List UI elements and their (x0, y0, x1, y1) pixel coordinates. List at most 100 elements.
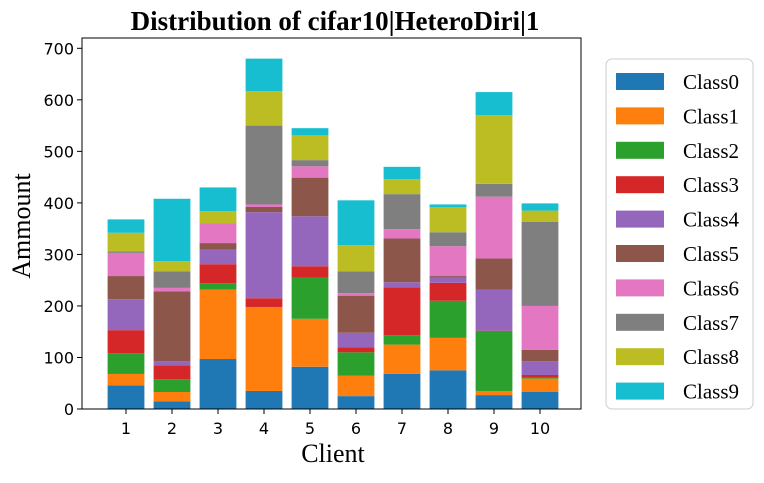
bar-segment-class1-client-3 (199, 289, 237, 360)
x-tick-label: 4 (259, 419, 269, 438)
legend-swatch (616, 141, 664, 159)
bar-segment-class4-client-10 (521, 361, 559, 375)
bar-segment-class6-client-9 (475, 196, 513, 259)
bar-segment-class3-client-6 (337, 347, 375, 353)
series-class4 (107, 212, 559, 375)
bar-segment-class9-client-9 (475, 92, 513, 116)
x-tick-label: 2 (167, 419, 177, 438)
chart-title: Distribution of cifar10|HeteroDiri|1 (131, 6, 540, 36)
x-axis-label: Client (301, 439, 365, 468)
legend-label: Class3 (683, 173, 739, 197)
legend-label: Class4 (683, 208, 740, 232)
bar-segment-class7-client-1 (107, 251, 145, 253)
bar-segment-class1-client-9 (475, 390, 513, 396)
bar-segment-class7-client-8 (429, 232, 467, 247)
bar-segment-class4-client-9 (475, 289, 513, 331)
legend-label: Class7 (683, 311, 739, 335)
x-tick-label: 10 (530, 419, 550, 438)
series-class3 (107, 264, 559, 380)
bar-segment-class0-client-4 (245, 390, 283, 409)
legend-label: Class1 (683, 104, 739, 128)
bar-segment-class9-client-2 (153, 198, 191, 262)
bar-segment-class8-client-1 (107, 232, 145, 252)
series-class7 (107, 125, 559, 306)
bar-segment-class2-client-7 (383, 335, 421, 345)
legend-swatch (616, 176, 664, 194)
legend-label: Class6 (683, 276, 739, 300)
bar-segment-class8-client-9 (475, 115, 513, 184)
bar-segment-class5-client-9 (475, 258, 513, 290)
bar-segment-class0-client-9 (475, 395, 513, 409)
legend-item-class4: Class4 (616, 208, 740, 232)
legend-label: Class8 (683, 345, 739, 369)
bar-segment-class4-client-6 (337, 332, 375, 348)
y-tick-label: 300 (43, 245, 74, 264)
bar-segment-class8-client-10 (521, 210, 559, 222)
bar-segment-class4-client-3 (199, 249, 237, 265)
bar-segment-class7-client-2 (153, 271, 191, 288)
series-class6 (107, 166, 559, 350)
legend-swatch (616, 245, 664, 262)
bar-segment-class2-client-2 (153, 379, 191, 392)
legend-item-class2: Class2 (616, 139, 739, 163)
x-tick-label: 5 (305, 419, 315, 438)
bar-segment-class6-client-6 (337, 293, 375, 296)
legend-item-class0: Class0 (616, 70, 739, 94)
legend-item-class6: Class6 (616, 276, 739, 300)
bar-segment-class4-client-4 (245, 212, 283, 299)
legend-swatch (616, 107, 664, 125)
y-tick-label: 400 (43, 194, 74, 213)
bar-segment-class5-client-3 (199, 243, 237, 250)
bar-segment-class6-client-2 (153, 287, 191, 292)
legend-label: Class9 (683, 380, 739, 404)
bar-segment-class5-client-10 (521, 349, 559, 362)
y-tick-label: 100 (43, 348, 74, 367)
bar-segment-class5-client-6 (337, 295, 375, 333)
y-tick-label: 0 (64, 400, 74, 419)
bar-segment-class7-client-5 (291, 160, 329, 167)
bar-segment-class9-client-6 (337, 200, 375, 246)
series-class9 (107, 58, 559, 262)
legend-swatch (616, 313, 664, 331)
bar-segment-class7-client-10 (521, 221, 559, 306)
bar-segment-class0-client-5 (291, 366, 329, 409)
bar-segment-class3-client-7 (383, 287, 421, 336)
bar-segment-class4-client-1 (107, 299, 145, 331)
bar-segment-class3-client-1 (107, 330, 145, 354)
bar-segment-class5-client-7 (383, 238, 421, 283)
bar-segment-class5-client-8 (429, 276, 467, 278)
bar-segment-class7-client-4 (245, 125, 283, 205)
legend-label: Class0 (683, 70, 739, 94)
plot-area-frame (81, 37, 582, 410)
bar-segment-class1-client-6 (337, 375, 375, 397)
y-axis-label: Ammount (7, 173, 36, 279)
bar-segment-class1-client-2 (153, 392, 191, 402)
legend-label: Class2 (683, 139, 739, 163)
bar-segment-class0-client-1 (107, 385, 145, 409)
bar-segment-class3-client-4 (245, 298, 283, 307)
bar-segment-class2-client-3 (199, 283, 237, 290)
bar-segment-class8-client-8 (429, 207, 467, 233)
bar-segment-class8-client-4 (245, 91, 283, 126)
legend-item-class3: Class3 (616, 173, 739, 197)
bar-segment-class9-client-4 (245, 58, 283, 92)
bars-layer (107, 58, 559, 409)
bar-segment-class2-client-10 (521, 377, 559, 379)
bar-segment-class8-client-3 (199, 211, 237, 224)
legend-swatch (616, 382, 664, 400)
y-tick-label: 700 (43, 39, 74, 58)
legend-item-class1: Class1 (616, 104, 739, 128)
bar-segment-class5-client-4 (245, 207, 283, 213)
bar-segment-class5-client-2 (153, 291, 191, 362)
bar-segment-class8-client-5 (291, 135, 329, 161)
bar-segment-class0-client-8 (429, 370, 467, 409)
bar-segment-class8-client-2 (153, 261, 191, 272)
bar-segment-class9-client-7 (383, 166, 421, 180)
series-class8 (107, 91, 559, 272)
y-axis: 0 100 200 300 400 500 600 700 (43, 39, 82, 419)
bar-segment-class4-client-2 (153, 361, 191, 366)
bar-segment-class9-client-5 (291, 128, 329, 136)
bar-segment-class6-client-5 (291, 166, 329, 178)
